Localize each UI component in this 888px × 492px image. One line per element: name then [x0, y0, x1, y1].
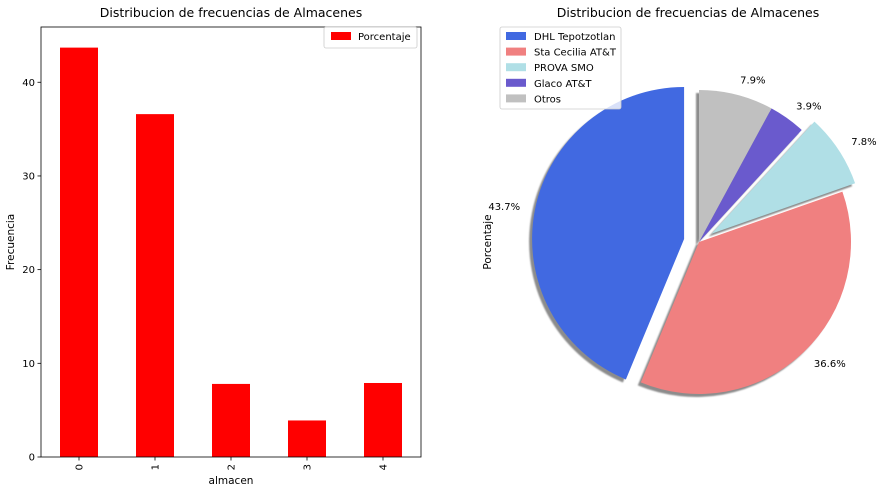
bar-y-axis-label: Frecuencia: [5, 214, 17, 271]
pie-legend-swatch-2: [506, 63, 526, 72]
pie-pct-label-4: 7.9%: [740, 75, 765, 86]
pie-legend-label-1: Sta Cecilia AT&T: [534, 48, 617, 59]
pie-chart: Distribucion de frecuencias de Almacenes…: [482, 5, 877, 397]
pie-chart-title: Distribucion de frecuencias de Almacenes: [557, 5, 819, 20]
bar-legend: Porcentaje: [323, 26, 418, 49]
y-tick-label-0: 0: [29, 453, 35, 464]
pie-legend-swatch-4: [506, 94, 526, 103]
bar-3: [288, 420, 326, 457]
bar-1: [136, 114, 174, 458]
pie-slice-1: [640, 191, 851, 394]
bar-axes: 0 10 20 30 40 0 1 2 3 4: [22, 26, 422, 470]
pie-legend-label-0: DHL Tepotzotlan: [534, 32, 615, 43]
bar-legend-swatch: [331, 32, 351, 40]
bar-legend-label: Porcentaje: [358, 32, 411, 43]
pie-legend-swatch-3: [506, 78, 526, 87]
bar-chart: Distribucion de frecuencias de Almacenes…: [5, 5, 422, 487]
pie-legend-label-4: Otros: [534, 94, 561, 105]
pie-slice-3: [699, 108, 802, 242]
pie-legend: DHL Tepotzotlan Sta Cecilia AT&T PROVA SMO…: [499, 26, 622, 110]
y-tick-label-1: 10: [22, 359, 35, 370]
pie-legend-swatch-1: [506, 47, 526, 56]
pie-slice-2: [711, 121, 856, 234]
x-tick-label-3: 3: [303, 464, 314, 470]
bar-chart-title: Distribucion de frecuencias de Almacenes: [100, 5, 362, 20]
pie-percentage-labels: 43.7% 36.6% 7.8% 3.9% 7.9%: [488, 75, 876, 370]
bar-2: [212, 383, 250, 457]
x-tick-label-1: 1: [151, 464, 162, 470]
pie-pct-label-1: 36.6%: [814, 359, 846, 370]
bar-4: [364, 382, 402, 457]
pie-legend-label-2: PROVA SMO: [534, 63, 594, 74]
x-tick-label-4: 4: [379, 464, 390, 470]
pie-pct-label-3: 3.9%: [796, 101, 821, 112]
pie-pct-label-2: 7.8%: [851, 137, 876, 148]
pie-legend-label-3: Glaco AT&T: [534, 79, 592, 90]
bar-0: [60, 47, 98, 458]
y-tick-label-4: 40: [22, 78, 35, 89]
x-tick-label-2: 2: [227, 464, 238, 470]
bar-x-axis-label: almacen: [209, 475, 254, 487]
x-tick-label-0: 0: [75, 464, 86, 470]
pie-legend-frame: [499, 26, 622, 110]
bar-marks: [60, 47, 402, 458]
pie-slice-0: [532, 87, 685, 380]
y-tick-label-2: 20: [22, 265, 35, 276]
pie-y-axis-label: Porcentaje: [482, 214, 494, 269]
pie-slices: [532, 87, 856, 394]
pie-slice-4: [699, 90, 772, 242]
pie-pct-label-0: 43.7%: [488, 202, 520, 213]
y-tick-label-3: 30: [22, 171, 35, 182]
pie-legend-swatch-0: [506, 32, 526, 40]
